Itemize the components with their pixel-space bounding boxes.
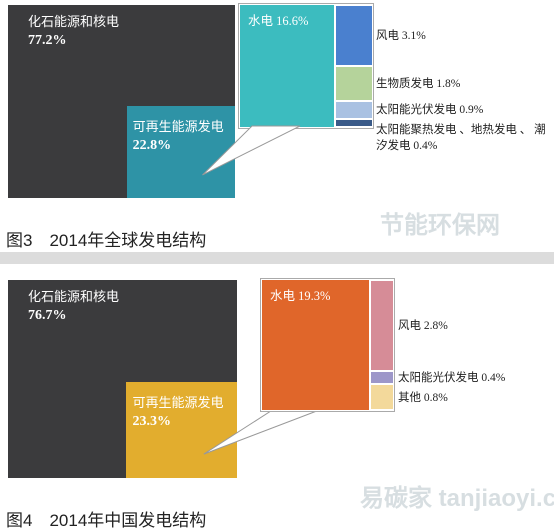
fossil-value: 76.7% — [28, 308, 67, 323]
callout — [202, 125, 301, 176]
fossil-label: 化石能源和核电 — [28, 14, 120, 29]
renewable-block — [126, 382, 237, 478]
breakdown-block — [262, 280, 369, 410]
category: 风电 — [376, 29, 399, 42]
renewable-label: 可再生能源发电 — [132, 118, 224, 134]
breakdown-label: 水电 19.3% — [270, 288, 330, 304]
category: 生物质发电 — [376, 77, 434, 90]
category: 太阳能光伏发电 — [376, 104, 457, 117]
renewable-block — [126, 105, 235, 198]
breakdown-block — [370, 281, 393, 370]
value: 0.4% — [413, 140, 438, 153]
fossil-label: 化石能源和核电 — [28, 289, 120, 304]
watermark: 节能环保网 — [380, 212, 500, 239]
caption: 图3 2014年全球发电结构 — [6, 231, 207, 250]
breakdown-block — [370, 385, 393, 409]
value: 0.4% — [481, 371, 506, 384]
breakdown-label: 水电 16.6% — [248, 13, 308, 29]
renewable-value: 22.8% — [132, 137, 172, 153]
breakdown-label: 太阳能光伏发电 0.9% — [376, 102, 548, 118]
category: 太阳能光伏发电 — [398, 371, 479, 384]
breakdown-block — [336, 67, 372, 101]
value: 2.8% — [423, 319, 448, 332]
breakdown-label: 太阳能聚热发电 、地热发电 、 潮汐发电 0.4% — [376, 122, 548, 154]
value: 1.8% — [436, 77, 461, 90]
renewable-label: 可再生能源发电 — [132, 395, 224, 411]
breakdown-block — [336, 120, 372, 126]
category: 风电 — [398, 319, 421, 332]
breakdown-label: 风电 2.8% — [398, 318, 548, 334]
value: 0.9% — [459, 104, 484, 117]
category: 水电 — [248, 14, 274, 28]
value: 19.3% — [298, 289, 331, 303]
separator — [0, 252, 554, 264]
breakdown-label: 生物质发电 1.8% — [376, 76, 548, 92]
value: 0.8% — [423, 391, 448, 404]
breakdown-block — [336, 102, 372, 119]
category: 其他 — [398, 391, 421, 404]
breakdown-label: 其他 0.8% — [398, 390, 548, 406]
category: 水电 — [270, 289, 296, 303]
breakdown-block — [240, 5, 335, 127]
value: 16.6% — [276, 14, 309, 28]
fossil-value: 77.2% — [28, 33, 67, 48]
breakdown-label: 风电 3.1% — [376, 28, 548, 44]
breakdown-label: 太阳能光伏发电 0.4% — [398, 370, 548, 386]
category: 太阳能聚热发电 、地热发电 、 潮汐发电 — [376, 124, 546, 153]
watermark: 易碳家 tanjiaoyi.com — [360, 485, 554, 512]
caption: 图4 2014年中国发电结构 — [6, 511, 207, 528]
breakdown-block — [336, 6, 372, 65]
callout — [203, 408, 323, 455]
renewable-value: 23.3% — [132, 414, 171, 430]
value: 3.1% — [401, 29, 426, 42]
breakdown-block — [370, 372, 393, 383]
